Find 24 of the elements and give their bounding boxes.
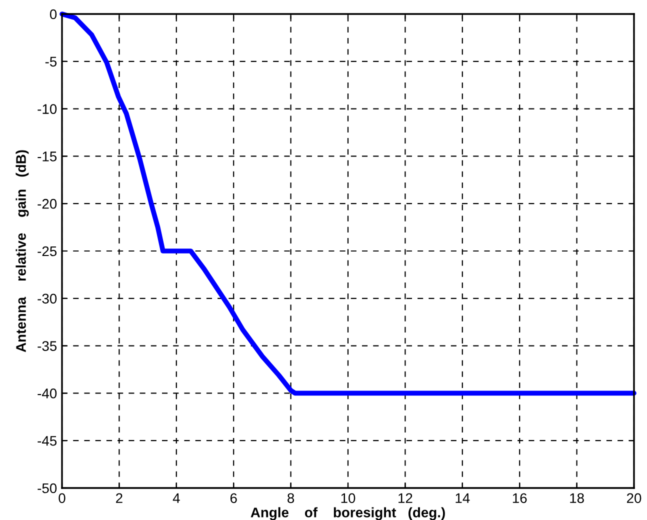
x-tick-label: 4: [172, 493, 180, 503]
x-tick-label: 0: [58, 493, 66, 504]
x-tick-label: 20: [626, 493, 642, 504]
y-tick-label: -25: [38, 246, 57, 256]
x-tick-label: 10: [341, 493, 356, 504]
y-tick-label: -5: [45, 56, 57, 67]
x-tick-label: 18: [570, 493, 584, 504]
y-tick-label: -35: [38, 341, 57, 351]
x-tick-label: 8: [288, 493, 294, 504]
y-tick-label: -40: [38, 388, 57, 398]
y-tick-label: -15: [38, 152, 57, 162]
x-tick-label: 12: [398, 493, 412, 503]
x-tick-label: 2: [116, 493, 122, 503]
x-tick-label: 16: [512, 493, 527, 504]
x-tick-label: 6: [230, 493, 237, 504]
y-tick-label: -45: [38, 436, 57, 446]
y-axis-title: Antenna relative gain (dB): [16, 150, 29, 352]
x-tick-label: 14: [456, 493, 470, 503]
y-tick-label: -10: [38, 104, 57, 114]
y-tick-label: 0: [50, 9, 57, 20]
x-axis-title: Angle of boresight (deg.): [250, 507, 445, 520]
y-tick-label: -50: [38, 483, 57, 494]
y-tick-label: -30: [38, 294, 57, 304]
y-tick-label: -20: [38, 198, 57, 209]
